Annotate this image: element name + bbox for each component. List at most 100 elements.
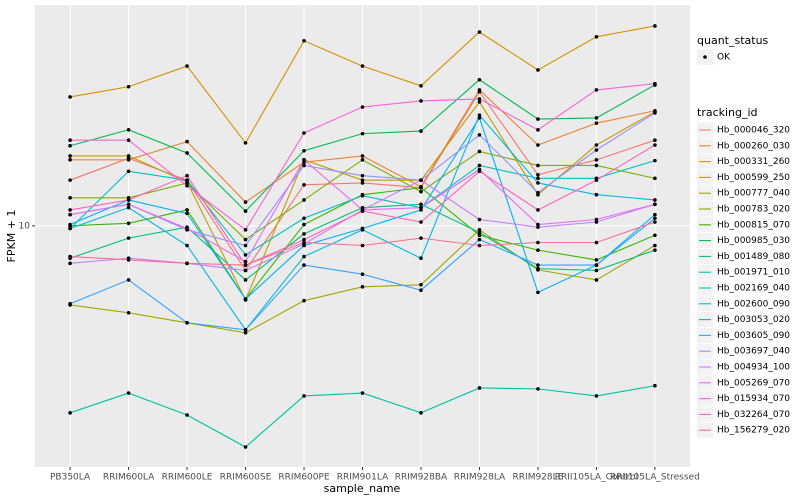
point [302, 39, 306, 43]
legend-label: Hb_005269_070 [717, 378, 790, 388]
legend-label: Hb_001971_010 [717, 268, 790, 278]
point [126, 221, 131, 226]
point [653, 233, 657, 238]
y-axis-label: FPKM + 1 [5, 210, 18, 263]
point [477, 237, 482, 242]
point [243, 237, 248, 242]
point [68, 95, 72, 99]
point [126, 278, 131, 282]
x-tick-label: RRIM901LA [337, 473, 389, 483]
point [536, 222, 540, 227]
point [185, 151, 189, 155]
point [419, 205, 423, 210]
point [360, 272, 365, 276]
point [185, 178, 189, 182]
point [302, 394, 306, 398]
point [653, 220, 657, 224]
point [360, 173, 365, 178]
point [185, 181, 189, 185]
point [536, 266, 540, 271]
point [536, 290, 540, 295]
legend-label: Hb_000777_040 [717, 189, 790, 199]
point [477, 113, 482, 117]
point [594, 158, 599, 162]
x-tick-label: RRII105LA_Stressed [610, 473, 700, 483]
point [243, 141, 248, 145]
point [477, 30, 482, 34]
point [360, 226, 365, 231]
point [477, 97, 482, 101]
point [126, 154, 131, 158]
point [185, 243, 189, 248]
point [185, 226, 189, 231]
point [594, 192, 599, 197]
point [653, 138, 657, 143]
point [302, 163, 306, 168]
legend-label: Hb_003605_090 [717, 331, 790, 341]
legend-point [703, 55, 707, 59]
point [185, 139, 189, 144]
point [360, 64, 365, 68]
point [185, 208, 189, 212]
point [360, 285, 365, 289]
point [243, 209, 248, 213]
point [360, 181, 365, 185]
legend-label: Hb_000783_020 [717, 205, 790, 215]
legend-label: Hb_000815_070 [717, 220, 790, 230]
point [302, 198, 306, 202]
point [419, 411, 423, 415]
point [68, 178, 72, 182]
point [185, 211, 189, 216]
point [653, 143, 657, 147]
point [594, 258, 599, 262]
point [360, 105, 365, 109]
point [536, 181, 540, 185]
point [185, 413, 189, 417]
point [243, 330, 248, 335]
point [243, 328, 248, 332]
point [243, 259, 248, 264]
point [243, 268, 248, 273]
point [594, 394, 599, 398]
point [126, 169, 131, 174]
point [68, 154, 72, 158]
point [477, 77, 482, 82]
legend-label: Hb_156279_020 [717, 426, 790, 436]
point [419, 84, 423, 88]
legend-label: Hb_001489_080 [717, 252, 790, 262]
x-tick-label: PB350LA [50, 473, 91, 483]
point [68, 261, 72, 266]
point [126, 391, 131, 395]
point [536, 117, 540, 121]
point [594, 163, 599, 168]
point [536, 176, 540, 181]
point [536, 128, 540, 132]
point [477, 230, 482, 235]
x-tick-label: RRIM600PE [278, 473, 330, 483]
x-tick-label: RRIM600LA [103, 473, 155, 483]
point [594, 34, 599, 39]
point [653, 383, 657, 388]
point [536, 143, 540, 147]
point [536, 163, 540, 168]
point [126, 202, 131, 207]
legend-label: Hb_002600_090 [717, 299, 790, 309]
point [477, 228, 482, 232]
x-axis-label: sample_name [324, 482, 401, 495]
point [594, 268, 599, 273]
x-tick-label: RRII105LA_Control [555, 473, 638, 483]
point [126, 158, 131, 162]
point [126, 198, 131, 202]
point [360, 178, 365, 182]
point [653, 202, 657, 207]
point [536, 208, 540, 212]
point [302, 158, 306, 162]
point [419, 99, 423, 103]
point [302, 263, 306, 267]
point [653, 24, 657, 28]
point [594, 116, 599, 120]
point [477, 116, 482, 120]
x-tick-label: RRIM928LA [454, 473, 506, 483]
